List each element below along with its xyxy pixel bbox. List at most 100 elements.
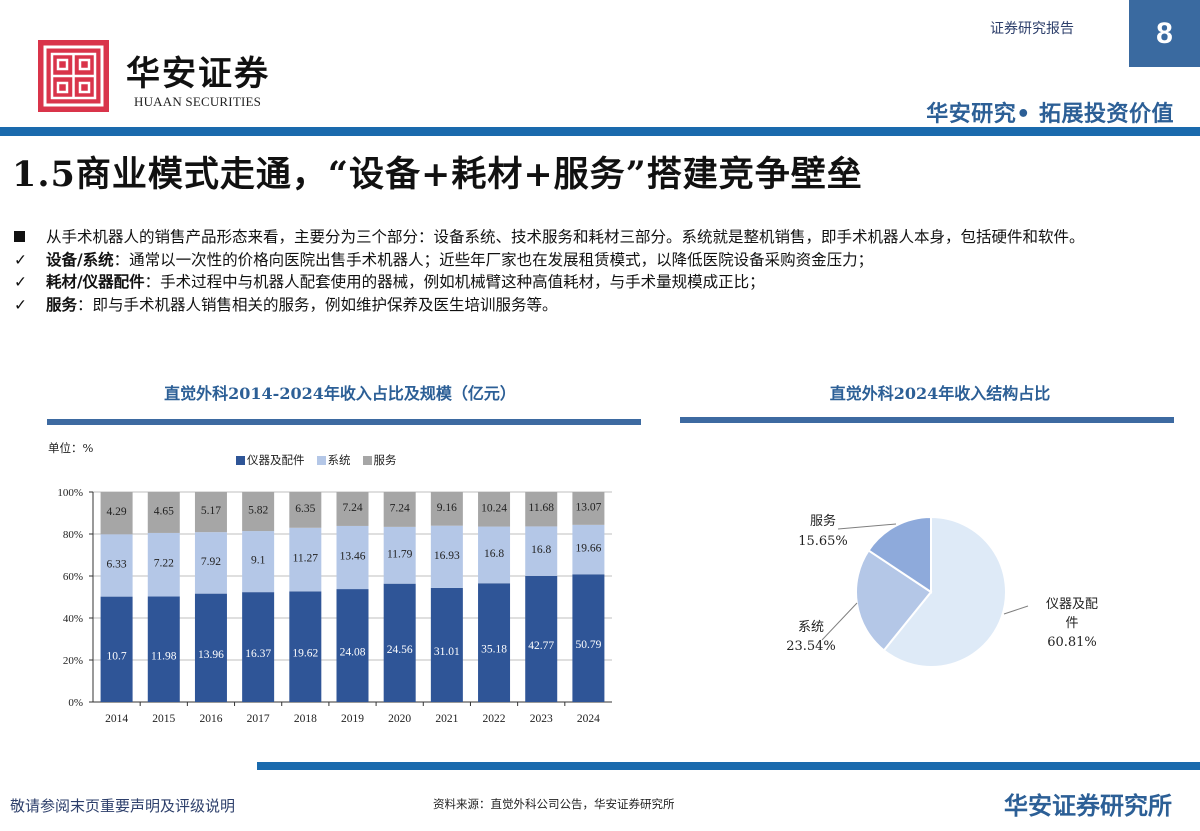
y-tick-label: 60% — [63, 571, 83, 583]
bar-value-label: 6.35 — [295, 503, 315, 515]
bullet-item: ✓ 服务：即与手术机器人销售相关的服务，例如维护保养及医生培训服务等。 — [14, 294, 1194, 317]
bar-value-label: 7.22 — [154, 558, 174, 570]
institute-name: 华安证券研究所 — [1004, 792, 1172, 820]
source-note: 资料来源：直觉外科公司公告，华安证券研究所 — [433, 797, 675, 811]
bullet-bold-label: 设备/系统 — [46, 249, 114, 269]
x-tick-label: 2021 — [435, 713, 458, 725]
x-tick-label: 2015 — [152, 713, 175, 725]
bar-value-label: 11.98 — [151, 650, 177, 662]
bar-value-label: 13.46 — [340, 551, 366, 563]
legend-item: 服务 — [362, 452, 397, 468]
x-tick-label: 2017 — [247, 713, 270, 725]
bar-segment — [478, 526, 511, 584]
legend-swatch-icon — [362, 455, 372, 465]
bar-segment — [525, 526, 558, 576]
bar-value-label: 9.16 — [437, 502, 457, 514]
bullet-text: ：手术过程中与机器人配套使用的器械，例如机械臂这种高值耗材，与手术量规模成正比； — [144, 273, 765, 291]
leader-line — [821, 602, 858, 641]
bar-segment — [194, 492, 227, 533]
bar-value-label: 42.77 — [528, 640, 554, 652]
bar-value-label: 19.66 — [575, 543, 601, 555]
disclaimer-link[interactable]: 敬请参阅末页重要声明及评级说明 — [10, 797, 236, 815]
bar-value-label: 24.08 — [340, 647, 366, 659]
bar-segment — [383, 492, 416, 527]
bar-value-label: 13.96 — [198, 649, 224, 661]
report-type-label: 证券研究报告 — [990, 21, 1074, 37]
page-number: 8 — [1129, 0, 1200, 67]
bullet-item: ✓ 设备/系统：通常以一次性的价格向医院出售手术机器人；近些年厂家也在发展租赁模… — [14, 249, 1194, 272]
leader-line — [1003, 605, 1029, 615]
bar-segment — [478, 583, 511, 702]
huaan-logo-icon — [38, 40, 109, 112]
pie-label-category: 系统 — [798, 620, 824, 635]
bar-value-label: 4.65 — [154, 505, 174, 517]
bar-segment — [289, 591, 322, 702]
bar-segment — [147, 596, 180, 702]
footer-divider — [257, 762, 1200, 770]
y-tick-label: 20% — [63, 655, 83, 667]
bar-value-label: 9.1 — [251, 555, 266, 567]
header-divider — [0, 127, 1200, 136]
bar-value-label: 5.17 — [201, 505, 221, 517]
bar-segment — [336, 525, 369, 590]
slogan: 华安研究• 拓展投资价值 — [926, 102, 1174, 127]
legend-swatch-icon — [316, 455, 326, 465]
bar-value-label: 6.33 — [107, 558, 127, 570]
bar-value-label: 24.56 — [387, 644, 413, 656]
square-bullet-icon — [14, 226, 34, 249]
bar-value-label: 10.7 — [107, 650, 127, 662]
x-tick-label: 2019 — [341, 713, 364, 725]
bar-chart-legend: 仪器及配件 系统 服务 — [236, 452, 397, 468]
bar-segment — [383, 583, 416, 702]
bar-value-label: 16.93 — [434, 550, 460, 562]
page-title: 1.5商业模式走通，“设备+耗材+服务”搭建竞争壁垒 — [12, 154, 863, 195]
pie-label-percent: 23.54% — [786, 639, 836, 654]
legend-item: 系统 — [316, 452, 351, 468]
bar-value-label: 7.24 — [390, 502, 410, 514]
bar-value-label: 11.27 — [293, 553, 319, 565]
bar-segment — [147, 492, 180, 533]
bar-value-label: 7.92 — [201, 556, 221, 568]
bar-value-label: 50.79 — [575, 639, 601, 651]
bar-chart-title: 直觉外科2014-2024年收入占比及规模（亿元） — [164, 384, 516, 403]
x-tick-label: 2014 — [105, 713, 128, 725]
pie-slice — [882, 515, 1007, 668]
checkmark-icon: ✓ — [14, 250, 27, 269]
pie-label-percent: 60.81% — [1047, 635, 1097, 650]
x-tick-label: 2018 — [294, 713, 317, 725]
bullet-text: ：即与手术机器人销售相关的服务，例如维护保养及医生培训服务等。 — [77, 295, 558, 314]
bar-segment — [100, 492, 133, 535]
bar-segment — [336, 589, 369, 702]
bullet-bold-label: 服务 — [46, 294, 78, 314]
pie-label-category: 服务 — [810, 513, 836, 529]
pie-slice — [867, 515, 932, 594]
bar-segment — [478, 492, 511, 527]
bar-value-label: 31.01 — [434, 646, 460, 658]
bar-value-label: 10.24 — [481, 502, 507, 514]
bullet-text: ：通常以一次性的价格向医院出售手术机器人；近些年厂家也在发展租赁模式，以降低医院… — [113, 250, 874, 269]
bar-segment — [430, 587, 463, 702]
bar-segment — [194, 532, 227, 594]
logo-english-name: HUAAN SECURITIES — [134, 94, 262, 109]
bar-value-label: 16.8 — [484, 548, 504, 560]
bar-segment — [289, 492, 322, 528]
bar-chart-title-rule — [47, 419, 641, 425]
logo-chinese-name: 华安证券 — [126, 54, 270, 94]
bar-segment — [572, 492, 605, 525]
bullet-list: 从手术机器人的销售产品形态来看，主要分为三个部分：设备系统、技术服务和耗材三部分… — [14, 226, 1194, 316]
bar-segment — [242, 592, 275, 702]
y-tick-label: 100% — [57, 487, 83, 499]
bar-value-label: 4.29 — [107, 506, 127, 518]
bar-segment — [525, 575, 558, 702]
bar-value-label: 5.82 — [248, 505, 268, 517]
legend-item: 仪器及配件 — [236, 452, 305, 468]
y-tick-label: 40% — [63, 613, 83, 625]
bar-segment — [289, 527, 322, 592]
pie-chart-title-rule — [680, 417, 1174, 423]
bar-value-label: 19.62 — [292, 648, 318, 660]
legend-label: 服务 — [373, 453, 397, 467]
bar-segment — [336, 492, 369, 526]
bullet-item: 从手术机器人的销售产品形态来看，主要分为三个部分：设备系统、技术服务和耗材三部分… — [14, 226, 1194, 249]
bar-segment — [242, 531, 275, 593]
unit-label: 单位：% — [48, 441, 94, 455]
